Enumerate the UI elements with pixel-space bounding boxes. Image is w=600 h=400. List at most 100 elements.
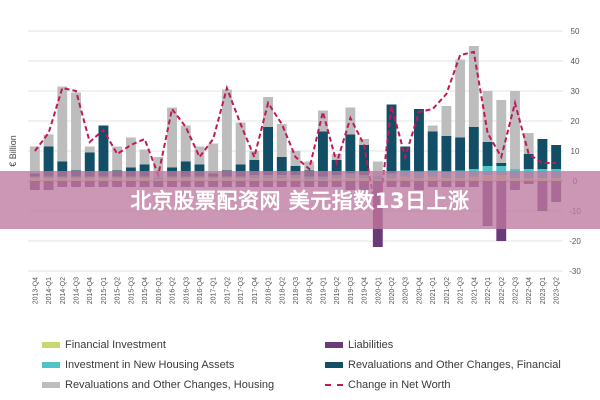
bar-segment (221, 89, 232, 171)
bar-segment (441, 136, 452, 172)
y-tick-label: 30 (571, 87, 580, 96)
legend-item-liabilities: Liabilities (325, 337, 393, 353)
bar-segment (455, 59, 466, 138)
x-tick-label: 2020-Q3 (403, 277, 410, 304)
x-tick-label: 2015-Q1 (101, 277, 108, 304)
bar-segment (43, 134, 54, 147)
x-tick-label: 2023-Q1 (540, 277, 547, 304)
x-tick-label: 2020-Q4 (416, 277, 423, 304)
bar-segment (468, 127, 479, 169)
bar-segment (317, 131, 328, 177)
x-tick-label: 2022-Q1 (485, 277, 492, 304)
bar-segment (331, 154, 342, 160)
bar-segment (139, 149, 150, 165)
x-tick-label: 2018-Q3 (293, 277, 300, 304)
bar-segment (29, 146, 40, 174)
bar-segment (496, 163, 507, 166)
legend-label-liabilities: Liabilities (348, 339, 394, 351)
bar-segment (167, 107, 177, 168)
bar-segment (43, 146, 54, 177)
legend-swatch-reval-financial (325, 362, 343, 368)
legend-swatch-net-worth (325, 384, 343, 386)
bar-segment (71, 92, 81, 171)
legend-item-financial-investment: Financial Investment (42, 337, 166, 353)
x-tick-label: 2016-Q1 (156, 277, 163, 304)
legend-label-financial-investment: Financial Investment (65, 339, 166, 351)
x-tick-label: 2015-Q4 (142, 277, 149, 304)
bar-segment (482, 142, 493, 166)
bar-segment (441, 106, 452, 136)
x-tick-label: 2017-Q2 (224, 277, 231, 304)
x-tick-label: 2020-Q1 (375, 277, 382, 304)
legend-label-reval-housing: Revaluations and Other Changes, Housing (65, 379, 275, 391)
x-tick-label: 2020-Q2 (389, 277, 396, 304)
legend-label-reval-financial: Revaluations and Other Changes, Financia… (348, 359, 561, 371)
x-tick-label: 2014-Q4 (87, 277, 94, 304)
bar-segment (290, 151, 301, 166)
bar-segment (496, 100, 507, 163)
bar-segment (304, 161, 315, 171)
x-tick-label: 2014-Q1 (46, 277, 53, 304)
x-tick-label: 2016-Q3 (183, 277, 190, 304)
bar-segment (482, 166, 493, 175)
y-tick-label: 10 (571, 147, 580, 156)
y-tick-label: 20 (571, 117, 580, 126)
x-tick-label: 2022-Q3 (512, 277, 519, 304)
bar-segment (386, 104, 397, 174)
bar-segment (468, 46, 479, 127)
bar-segment (263, 127, 274, 175)
bar-segment (551, 145, 562, 169)
y-tick-label: 50 (571, 27, 580, 36)
x-tick-label: 2021-Q3 (458, 277, 465, 304)
legend-item-reval-financial: Revaluations and Other Changes, Financia… (325, 357, 561, 373)
bar-segment (331, 160, 342, 175)
bar-segment (235, 164, 246, 177)
bar-segment (537, 139, 548, 169)
y-tick-label: -30 (569, 267, 581, 276)
bar-segment (84, 146, 95, 153)
x-tick-label: 2021-Q4 (471, 277, 478, 304)
x-tick-label: 2022-Q2 (499, 277, 506, 304)
y-tick-label: 40 (571, 57, 580, 66)
x-tick-label: 2016-Q4 (197, 277, 204, 304)
bar-segment (98, 125, 109, 177)
legend-item-new-housing: Investment in New Housing Assets (42, 357, 234, 373)
bar-segment (345, 107, 356, 135)
overlay-banner: 北京股票配资网 美元指数13日上涨 (0, 171, 600, 229)
legend-swatch-reval-housing (42, 382, 60, 388)
bar-segment (372, 161, 383, 177)
bar-segment (427, 125, 438, 132)
bar-segment (276, 157, 287, 175)
bar-segment (345, 134, 356, 174)
x-tick-label: 2017-Q1 (211, 277, 218, 304)
bar-segment (84, 152, 95, 177)
x-tick-label: 2021-Q1 (430, 277, 437, 304)
bar-segment (482, 91, 493, 142)
x-tick-label: 2017-Q3 (238, 277, 245, 304)
bar-segment (359, 145, 370, 175)
x-tick-label: 2013-Q4 (32, 277, 39, 304)
bar-segment (290, 166, 301, 175)
bar-segment (235, 122, 246, 165)
x-tick-label: 2023-Q2 (554, 277, 561, 304)
bar-segment (249, 160, 260, 175)
legend-swatch-new-housing (42, 362, 60, 368)
legend-swatch-liabilities (325, 342, 343, 348)
bar-segment (510, 91, 520, 169)
x-tick-label: 2014-Q2 (60, 277, 67, 304)
x-tick-label: 2018-Q2 (279, 277, 286, 304)
x-tick-label: 2014-Q3 (74, 277, 81, 304)
bar-segment (523, 154, 534, 169)
x-tick-label: 2015-Q2 (115, 277, 122, 304)
bar-segment (139, 164, 150, 177)
y-axis-label: € Billion (8, 135, 18, 167)
x-tick-label: 2017-Q4 (252, 277, 259, 304)
bar-segment (125, 137, 136, 168)
bar-segment (57, 86, 68, 162)
x-tick-label: 2015-Q3 (128, 277, 135, 304)
bar-segment (153, 157, 164, 178)
legend-item-reval-housing: Revaluations and Other Changes, Housing (42, 377, 274, 393)
overlay-text: 北京股票配资网 美元指数13日上涨 (130, 189, 470, 213)
bar-segment (317, 110, 328, 132)
